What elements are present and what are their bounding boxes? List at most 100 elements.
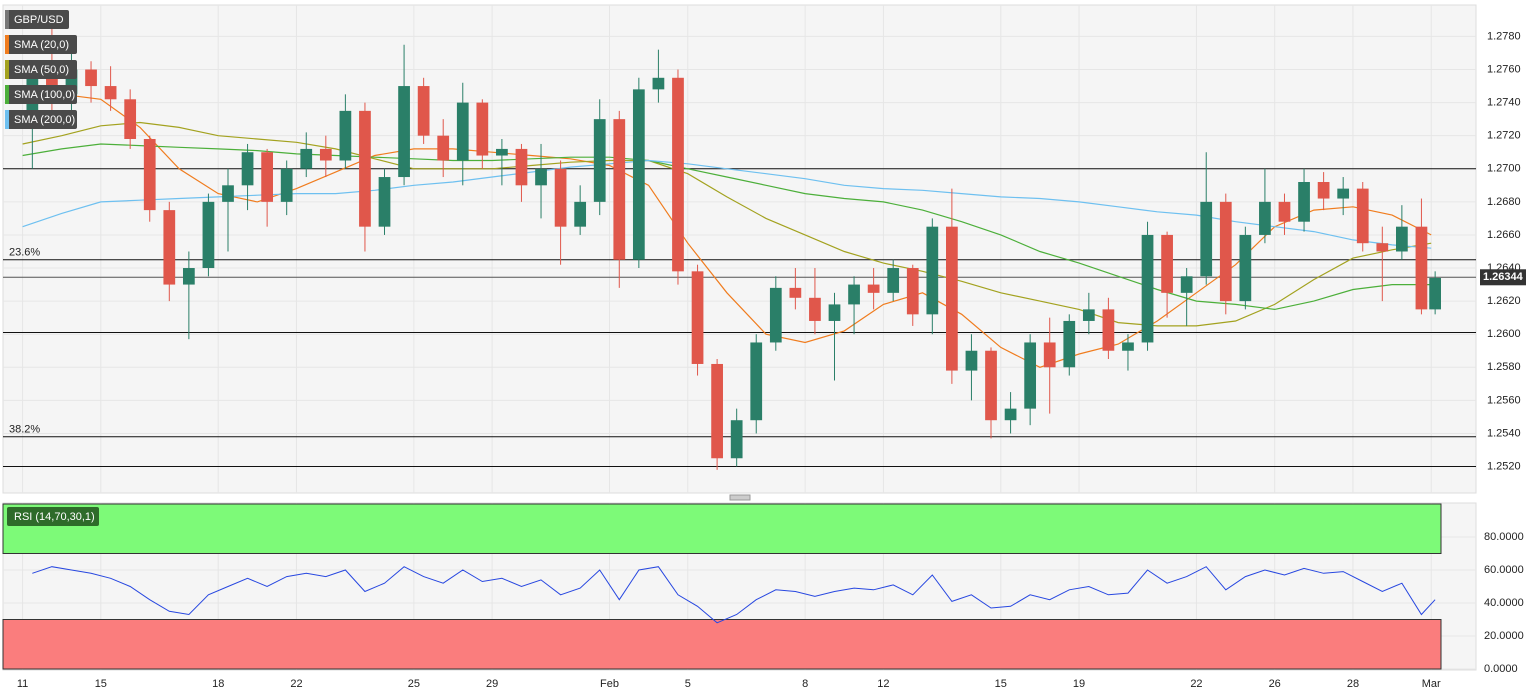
legend-label: SMA (100,0) xyxy=(14,89,75,101)
y-tick-label: 40.0000 xyxy=(1484,597,1524,609)
sma-line xyxy=(22,159,1432,249)
candle-body xyxy=(163,210,176,285)
candle-body xyxy=(1317,182,1330,199)
candle-body xyxy=(828,304,841,321)
x-tick-label: 12 xyxy=(877,678,889,690)
candle-body xyxy=(1024,342,1037,409)
candle-body xyxy=(985,350,997,421)
rsi-line xyxy=(32,566,1436,624)
x-tick-label: Feb xyxy=(600,678,619,690)
y-tick-label: 1.2520 xyxy=(1487,460,1521,472)
candle-body xyxy=(378,177,391,227)
y-tick-label: 60.0000 xyxy=(1484,564,1524,576)
last-price-box xyxy=(1480,269,1526,286)
candle-body xyxy=(85,69,97,87)
legend-item: SMA (200,0) xyxy=(5,110,77,129)
legend-swatch xyxy=(5,110,9,129)
candle-body xyxy=(1161,234,1173,293)
candle-body xyxy=(946,226,958,371)
panel-resize-handle[interactable] xyxy=(729,494,751,501)
y-tick-label: 1.2720 xyxy=(1487,130,1521,142)
candle-body xyxy=(202,201,215,269)
candle-body xyxy=(1259,201,1271,235)
candle-body xyxy=(535,168,547,186)
candle-body xyxy=(456,102,469,161)
sma-line xyxy=(22,121,1432,327)
candle-body xyxy=(339,110,352,161)
x-tick-label: 8 xyxy=(802,678,808,690)
candle-body xyxy=(1415,226,1428,310)
legend-item: SMA (50,0) xyxy=(5,60,77,79)
y-tick-label: 1.2700 xyxy=(1487,163,1521,175)
sma-line xyxy=(22,93,1432,368)
sma-line xyxy=(22,143,1432,311)
x-tick-label: 19 xyxy=(1073,678,1085,690)
candle-body xyxy=(1376,243,1389,252)
y-tick-label: 1.2780 xyxy=(1487,30,1521,42)
legend-label: RSI (14,70,30,1) xyxy=(14,511,95,523)
legend-box xyxy=(5,60,77,79)
candle-body xyxy=(926,226,939,315)
x-tick-label: 5 xyxy=(685,678,691,690)
candle-body xyxy=(1063,320,1076,368)
y-tick-label: 1.2620 xyxy=(1487,295,1521,307)
x-tick-label: 26 xyxy=(1269,678,1281,690)
level-label: 23.6% xyxy=(9,247,40,259)
candle-body xyxy=(691,271,704,364)
candle-body xyxy=(476,102,489,156)
candle-body xyxy=(280,168,293,202)
x-tick-label: Mar xyxy=(1422,678,1441,690)
candle-body xyxy=(359,110,371,227)
legend-swatch xyxy=(5,10,9,29)
legend-label: SMA (200,0) xyxy=(14,114,75,126)
candle-body xyxy=(965,350,978,371)
candle-body xyxy=(672,77,684,272)
x-tick-label: 15 xyxy=(95,678,107,690)
candle-body xyxy=(1102,309,1115,351)
candle-body xyxy=(1219,201,1232,302)
candle-body xyxy=(750,342,763,421)
y-tick-label: 20.0000 xyxy=(1484,630,1524,642)
candle-body xyxy=(437,135,450,161)
candle-body xyxy=(1141,234,1154,343)
legend-swatch xyxy=(5,60,9,79)
candle-body xyxy=(300,148,313,169)
candle-body xyxy=(65,69,78,95)
candle-body xyxy=(1337,188,1350,199)
rsi-band xyxy=(2,619,1442,670)
candle-body xyxy=(1200,201,1213,277)
candle-body xyxy=(711,363,723,459)
legend-item: SMA (20,0) xyxy=(5,35,77,54)
candle-body xyxy=(1004,408,1017,421)
legend-item: RSI (14,70,30,1) xyxy=(7,507,99,526)
candle-body xyxy=(632,89,645,260)
y-tick-label: 0.0000 xyxy=(1484,663,1518,675)
y-tick-label: 1.2600 xyxy=(1487,328,1521,340)
candle-body xyxy=(1122,342,1134,351)
candle-body xyxy=(613,119,626,260)
candle-body xyxy=(319,148,332,161)
candle-body xyxy=(241,152,254,186)
candle-body xyxy=(652,77,665,90)
y-tick-label: 80.0000 xyxy=(1484,531,1524,543)
x-tick-label: 11 xyxy=(17,678,28,690)
candle-body xyxy=(1082,309,1095,321)
candle-body xyxy=(515,148,528,186)
x-tick-label: 28 xyxy=(1347,678,1359,690)
candle-body xyxy=(1278,201,1291,222)
y-tick-label: 1.2760 xyxy=(1487,63,1521,75)
legend-swatch xyxy=(5,85,9,104)
candle-body xyxy=(496,148,508,156)
candle-body xyxy=(867,284,880,293)
legend-label: GBP/USD xyxy=(14,14,64,26)
candle-body xyxy=(417,86,430,136)
x-tick-label: 25 xyxy=(408,678,420,690)
y-tick-label: 1.2560 xyxy=(1487,394,1521,406)
legend-item: GBP/USD xyxy=(5,10,69,29)
candle-body xyxy=(143,138,156,211)
candle-body xyxy=(593,119,606,202)
legend-item: SMA (100,0) xyxy=(5,85,77,104)
legend-box xyxy=(5,35,77,54)
y-tick-label: 1.2680 xyxy=(1487,196,1521,208)
